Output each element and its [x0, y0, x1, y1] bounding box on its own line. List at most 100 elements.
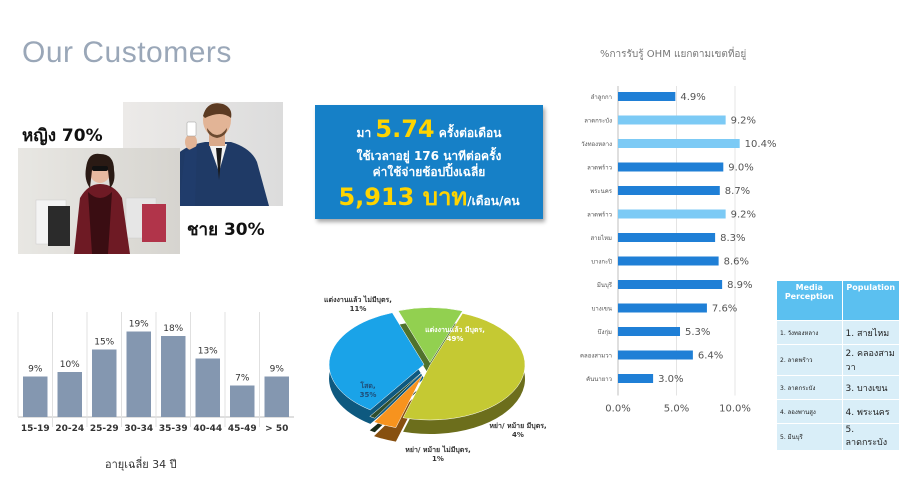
tick-label: 30-34 [124, 424, 153, 434]
spend-amount: 5,913 บาท/เดือน/คน [315, 177, 543, 216]
data-label: 3.0% [658, 374, 683, 385]
pie-slice [328, 312, 425, 411]
category-label: ลาดพร้าว [587, 212, 612, 219]
data-label: 18% [163, 324, 183, 334]
bar [618, 256, 719, 266]
category-label: คลองสามวา [580, 353, 612, 360]
bar [618, 374, 654, 383]
bar [92, 349, 117, 417]
category-label: บางเขน [592, 306, 612, 313]
male-customer-photo [123, 102, 283, 206]
tick-label: 0.0% [605, 404, 630, 415]
visit-frequency: มา 5.74 ครั้งต่อเดือน [315, 115, 543, 143]
bar [618, 233, 716, 242]
data-label: 9% [270, 365, 285, 375]
slice-label: โสด, 35% [359, 381, 376, 399]
table-cell: 1. วังทองหลาง [777, 321, 842, 344]
bar [618, 115, 726, 125]
data-label: 13% [198, 347, 218, 357]
category-label: พระนคร [590, 188, 613, 195]
bar [618, 280, 723, 289]
data-label: 4.9% [680, 92, 705, 103]
tick-label: 35-39 [159, 424, 188, 434]
data-label: 6.4% [698, 351, 723, 362]
table-cell: 3. บางเขน [842, 376, 899, 399]
bar [618, 162, 724, 172]
marital-status-pie-chart: แต่งงานแล้ว มีบุตร, 49% หย่า/ หม้าย มีบุตร… [324, 295, 547, 463]
data-label: 9% [28, 365, 43, 375]
awareness-chart-title: %การรับรู้ OHM แยกตามเขตที่อยู่ [600, 49, 747, 60]
tick-label: 10.0% [719, 404, 751, 415]
table-cell: 1. สายไหม [842, 321, 899, 344]
table-cell: 4. ลองพานสูง [777, 400, 842, 423]
bar [618, 327, 681, 336]
table-row: 2. ลาดพร้าว 2. คลองสามวา [777, 345, 899, 375]
bar [126, 331, 151, 417]
media-population-table: Media Perception Population 1. วังทองหลา… [776, 280, 900, 451]
tick-label: 40-44 [193, 424, 222, 434]
data-label: 9.2% [731, 210, 756, 221]
page-title: Our Customers [22, 36, 232, 69]
slice-label: หย่า/ หม้าย ไม่มีบุตร, 1% [405, 445, 471, 463]
spend-label: ค่าใช้จ่ายช้อปปิ้งเฉลี่ย [372, 165, 486, 179]
pie-slice [369, 370, 424, 419]
data-label: 10% [60, 360, 80, 370]
population-header: Population [842, 281, 899, 320]
female-customer-photo [18, 148, 180, 254]
age-distribution-chart: 9% 15-19 10% 20-24 15% 25-29 19% 30-34 18% 35-39 1… [17, 312, 294, 434]
bar [161, 336, 186, 417]
visits-value: 5.74 [375, 115, 435, 143]
category-label: วังทองหลาง [581, 141, 612, 148]
bar [230, 385, 255, 417]
bar [264, 376, 289, 417]
data-label: 9.0% [728, 163, 753, 174]
category-label: ลาดพร้าว [587, 165, 612, 172]
bar [618, 209, 726, 219]
tick-label: 15-19 [21, 424, 50, 434]
category-label: สายไหม [591, 234, 613, 242]
data-label: 19% [129, 320, 149, 330]
data-label: 8.3% [720, 233, 745, 244]
bar [618, 92, 676, 101]
bar [57, 372, 82, 417]
spend-unit: /เดือน/คน [467, 194, 520, 208]
table-row: 4. ลองพานสูง 4. พระนคร [777, 400, 899, 423]
bar [618, 303, 707, 313]
tick-label: 20-24 [55, 424, 84, 434]
data-label: 8.6% [724, 257, 749, 268]
table-cell: 5. ลาดกระบัง [842, 424, 899, 450]
table-cell: 5. มีนบุรี [777, 424, 842, 450]
category-label: ลำลูกกา [591, 94, 612, 101]
table-row: 3. ลาดกระบัง 3. บางเขน [777, 376, 899, 399]
table-cell: 4. พระนคร [842, 400, 899, 423]
slice-label: แต่งงานแล้ว ไม่มีบุตร, 11% [324, 295, 392, 313]
age-average-caption: อายุเฉลี่ย 34 ปี [105, 458, 177, 471]
tick-label: 5.0% [664, 404, 689, 415]
spend-value: 5,913 บาท [338, 183, 468, 211]
data-label: 15% [94, 338, 114, 348]
category-label: คันนายาว [586, 376, 612, 383]
bar [618, 139, 740, 148]
category-label: มีนบุรี [597, 281, 613, 289]
bar [618, 350, 693, 360]
tick-label: 25-29 [90, 424, 119, 434]
male-percentage: ชาย 30% [187, 220, 265, 240]
visits-prefix: มา [356, 126, 372, 140]
category-label: ลาดกระบัง [584, 118, 612, 125]
data-label: 10.4% [745, 139, 777, 150]
awareness-by-district-chart: 4.9% ลำลูกกา 9.2% ลาดกระบัง 10.4% วังทองหลาง 9… [580, 86, 777, 415]
data-label: 7.6% [712, 304, 737, 315]
visits-suffix: ครั้งต่อเดือน [438, 126, 502, 140]
shopping-stats-box: มา 5.74 ครั้งต่อเดือน ใช้เวลาอยู่ 176 นา… [315, 105, 543, 219]
time-spent: ใช้เวลาอยู่ 176 นาทีต่อครั้ง [356, 149, 502, 163]
table-row: 1. วังทองหลาง 1. สายไหม [777, 321, 899, 344]
data-label: 8.9% [727, 280, 752, 291]
bar [195, 358, 220, 417]
table-cell: 2. ลาดพร้าว [777, 345, 842, 375]
category-label: บึงกุ่ม [597, 329, 612, 336]
pie-slice [397, 307, 463, 364]
data-label: 5.3% [685, 327, 710, 338]
bar [618, 186, 720, 195]
category-label: บางกะปิ [591, 259, 612, 266]
female-percentage: หญิง 70% [22, 126, 103, 146]
